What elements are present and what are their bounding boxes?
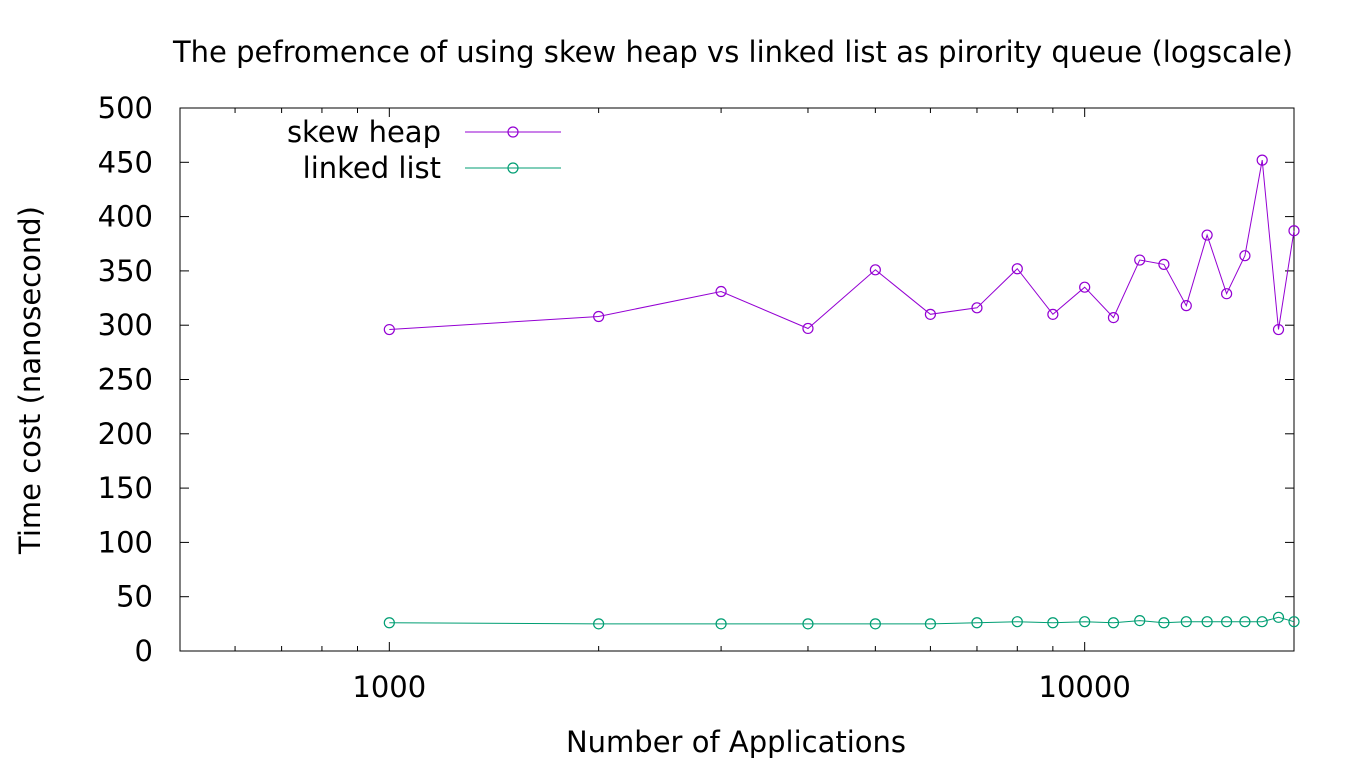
- data-point: [1107, 311, 1120, 324]
- data-point: [869, 264, 881, 276]
- data-point: [1107, 617, 1120, 629]
- plot-border: [179, 107, 1295, 652]
- x-axis-label: Number of Applications: [566, 725, 906, 759]
- data-point: [1158, 617, 1170, 629]
- data-point: [869, 618, 881, 630]
- data-point: [971, 302, 983, 314]
- y-tick-label: 100: [98, 525, 153, 559]
- y-tick-label: 500: [98, 91, 153, 125]
- data-point: [1180, 300, 1192, 312]
- data-point: [1047, 308, 1059, 320]
- x-tick-label: 1000: [352, 670, 426, 704]
- data-point: [1221, 616, 1233, 628]
- data-point: [1047, 617, 1059, 629]
- data-point: [1272, 323, 1285, 336]
- data-point: [593, 310, 605, 323]
- data-point: [383, 323, 395, 336]
- y-tick-label: 250: [98, 363, 153, 397]
- legend-item: skew heap: [287, 115, 561, 149]
- data-point: [1134, 614, 1146, 627]
- data-point: [802, 618, 814, 630]
- data-point: [1201, 616, 1213, 628]
- data-point: [1079, 616, 1091, 628]
- series-linked-list: [383, 611, 1300, 630]
- data-point: [1256, 154, 1268, 166]
- data-point: [802, 322, 814, 335]
- data-point: [1011, 263, 1023, 275]
- data-point: [1256, 616, 1268, 628]
- x-tick-label: 10000: [1039, 670, 1131, 704]
- series-layer: [383, 154, 1300, 630]
- data-point: [1288, 616, 1300, 628]
- y-tick-label: 450: [98, 145, 153, 179]
- data-point: [383, 617, 395, 629]
- chart-title: The pefromence of using skew heap vs lin…: [172, 35, 1293, 69]
- axes: 0 50 100 150 200 250 300 350 400 450 500 1000 10000: [98, 91, 1295, 704]
- data-point: [1239, 250, 1251, 262]
- data-point: [1180, 616, 1192, 628]
- legend-marker: [507, 126, 519, 138]
- data-point: [593, 618, 605, 630]
- y-tick-label: 50: [116, 580, 153, 614]
- y-tick-label: 300: [98, 308, 153, 342]
- data-point: [1158, 258, 1170, 270]
- data-point: [715, 618, 727, 630]
- data-point: [924, 308, 937, 320]
- data-point: [1272, 611, 1285, 623]
- data-point: [1134, 254, 1146, 266]
- legend-label: linked list: [303, 151, 441, 185]
- y-tick-label: 200: [98, 417, 153, 451]
- series-skew-heap: [383, 154, 1300, 336]
- data-point: [1201, 229, 1213, 241]
- data-point: [924, 618, 937, 630]
- data-point: [1239, 616, 1251, 628]
- y-axis-label: Time cost (nanosecond): [13, 206, 47, 555]
- y-tick-label: 150: [98, 471, 153, 505]
- data-point: [1288, 225, 1300, 237]
- y-tick-label: 350: [98, 254, 153, 288]
- y-tick-label: 400: [98, 200, 153, 234]
- data-point: [1011, 616, 1023, 628]
- data-point: [715, 285, 727, 298]
- series-line: [389, 160, 1295, 330]
- y-tick-label: 0: [135, 634, 153, 668]
- legend-item: linked list: [303, 151, 561, 185]
- series-line: [389, 616, 1295, 625]
- legend-marker: [507, 162, 519, 174]
- data-point: [971, 617, 983, 629]
- legend-label: skew heap: [287, 115, 441, 149]
- data-point: [1079, 281, 1091, 293]
- data-point: [1221, 288, 1233, 300]
